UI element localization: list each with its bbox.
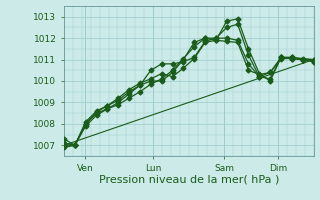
X-axis label: Pression niveau de la mer( hPa ): Pression niveau de la mer( hPa )	[99, 174, 279, 184]
